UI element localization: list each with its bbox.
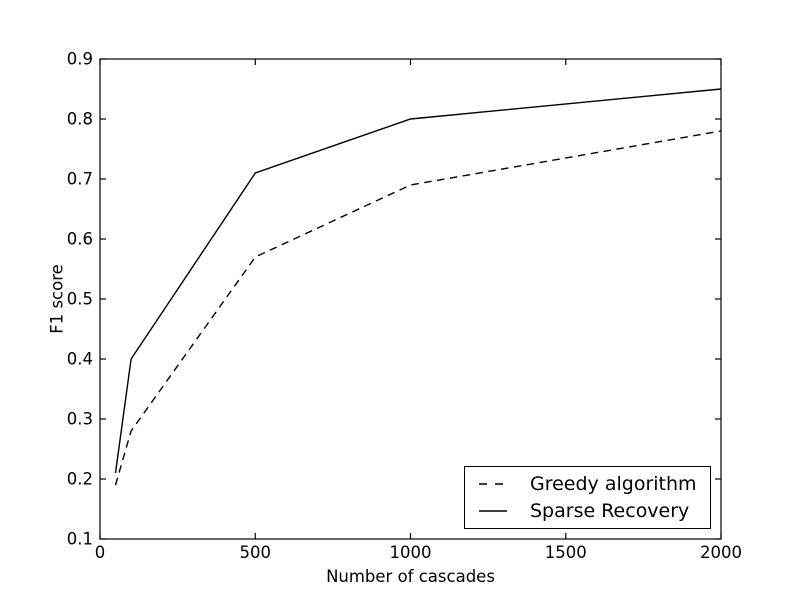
y-tick-label: 0.1: [67, 530, 93, 549]
x-tick-label: 500: [240, 543, 272, 562]
x-tick-label: 0: [95, 543, 106, 562]
x-tick-label: 1500: [545, 543, 587, 562]
solid-line-sample: [479, 510, 507, 512]
legend-label-sparse-recovery: Sparse Recovery: [530, 499, 690, 522]
y-tick-label: 0.8: [67, 110, 93, 129]
dashed-line-sample: [479, 483, 507, 485]
series-line-sparse-recovery: [114, 88, 722, 474]
x-tick-label: 2000: [700, 543, 742, 562]
legend-label-greedy-algorithm: Greedy algorithm: [530, 472, 697, 495]
y-tick-label: 0.5: [67, 290, 93, 309]
y-tick-label: 0.2: [67, 470, 93, 489]
y-tick-label: 0.4: [67, 350, 93, 369]
y-tick-label: 0.7: [67, 170, 93, 189]
legend-item-sparse-recovery: Sparse Recovery: [478, 501, 710, 521]
y-axis-label: F1 score: [47, 264, 67, 334]
legend-item-greedy-algorithm: Greedy algorithm: [478, 474, 710, 494]
y-tick-label: 0.3: [67, 410, 93, 429]
series-line-greedy-algorithm: [114, 130, 722, 486]
y-tick-label: 0.9: [67, 50, 93, 69]
x-tick-label: 1000: [390, 543, 432, 562]
x-axis-label: Number of cascades: [326, 567, 495, 586]
plot-frame: [99, 58, 722, 540]
legend: Greedy algorithm Sparse Recovery: [464, 466, 711, 529]
y-tick-label: 0.6: [67, 230, 93, 249]
